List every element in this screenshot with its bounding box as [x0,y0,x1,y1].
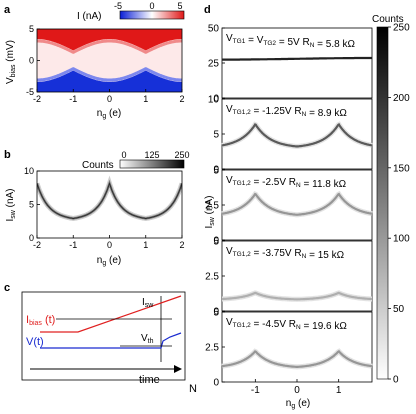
axis-a-xtick-label: -2 [33,94,41,104]
colorbar-a-tick: 5 [177,1,182,11]
n-label: N [189,383,197,395]
colorbar-b-label: Counts [82,160,114,171]
colorbar-b-tick: 0 [121,150,126,160]
axis-d-ytick-label: 0 [213,94,219,105]
subpanel-annotation: VTG1,2 = -1.25V RN = 8.9 kΩ [226,104,347,119]
axis-a-xtick-label: 0 [107,94,112,104]
axis-d-ytick-label: 5 [213,130,219,141]
axis-d-ytick-label: 0 [213,236,219,247]
axis-b-xtick-label: -1 [69,240,77,250]
subpanel-annotation: VTG1,2 = -2.5V RN = 11.8 kΩ [226,175,347,190]
axes-a: -2 -1 0 1 2 5 0 -5 [26,24,185,104]
colorbar-d [376,26,389,380]
panel-label-a: a [4,4,11,16]
axis-b-xtick-label: 1 [143,240,148,250]
ibias-trace [40,295,182,333]
colorbar-a-label: I (nA) [77,11,101,22]
axis-b-xtick-label: 0 [107,240,112,250]
heatmap-a-positive-region [37,29,182,51]
colorbar-a-tick: -5 [114,1,122,11]
panels-d: VTG1 = VTG2 = 5V RN = 5.8 kΩ VTG1,2 = -1.… [221,27,373,383]
axis-d-xtick-label: 0 [294,385,300,396]
subpanel-trace [221,350,373,368]
axis-d-ytick-label: 0 [213,378,219,389]
axis-d-ytick-label: 25 [208,59,220,70]
ylabel-b: Isw (nA) [5,188,17,221]
subpanel-trace [221,192,373,216]
axes-b: -2 -1 0 1 2 10 5 0 [24,166,185,250]
colorbar-d-ticks: 250 200 150 100 50 0 [388,23,410,386]
histogram-b-core [37,181,182,219]
axis-d-ytick-label: 2.5 [205,343,219,354]
heatmap-b [37,175,182,222]
colorbar-d-tick-label: 150 [393,163,410,174]
axis-d-ytick-label: 5 [213,166,219,177]
schematic-frame [21,291,186,381]
subpanel-annotation: VTG1 = VTG2 = 5V RN = 5.8 kΩ [226,33,355,50]
colorbar-b-tick: 250 [174,150,189,160]
time-axis-label: time [139,374,160,386]
axis-d-ytick-label: 0 [213,165,219,176]
ylabel-d: Isw (nA) [204,195,216,228]
axis-a-xtick-label: 2 [179,94,184,104]
axis-a-xtick-label: 1 [143,94,148,104]
colorbar-d-label: Counts [372,14,404,25]
colorbar-b-tick: 125 [144,150,159,160]
vth-label: Vth [141,333,154,345]
axis-a-ytick-label: 0 [29,56,34,66]
voltage-trace [40,332,182,349]
axis-d-ytick-label: 0 [213,307,219,318]
colorbar-a [119,10,185,20]
subpanel-annotation: VTG1,2 = -3.75V RN = 15 kΩ [226,246,345,261]
colorbar-d-tick-label: 100 [393,234,410,245]
colorbar-a-tick: 0 [149,1,154,11]
isw-label: Isw [142,297,154,309]
panel-label-b: b [4,149,11,161]
axis-b-ytick-label: 5 [29,200,34,210]
heatmap-a-upper-edge [37,39,182,54]
xlabel-d: ng (e) [286,398,310,410]
panel-label-c: c [4,282,10,294]
subpanel-annotation: VTG1,2 = -4.5V RN = 19.6 kΩ [226,317,347,332]
axis-a-ytick-label: -5 [26,87,34,97]
axis-d-ytick-label: 5 [213,308,219,319]
heatmap-a-negative-region [37,70,182,92]
subpanel-trace [221,123,373,148]
heatmap-a [37,29,182,92]
axis-b-xtick-label: -2 [33,240,41,250]
ibias-label: Ibias (t) [26,314,55,327]
ylabel-a: Vbias (mV) [5,40,17,84]
colorbar-b-ticks: 0 125 250 [121,150,189,160]
axis-d-xtick-label: -1 [251,385,260,396]
colorbar-d-tick-label: 200 [393,93,410,104]
subpanel-trace [222,56,372,61]
axis-d-ytick-label: 50 [208,24,220,35]
axis-d-ytick-label: 5 [213,237,219,248]
axis-b-ytick-label: 0 [29,233,34,243]
subpanel-trace [222,291,372,301]
axis-d-xtick-label: 1 [336,385,342,396]
xlabel-b: ng (e) [97,255,121,267]
axis-d-ytick-label: 2.5 [205,272,219,283]
axis-d-ytick-label: 10 [208,95,220,106]
colorbar-b [119,159,185,169]
xlabel-a: ng (e) [97,108,121,120]
axis-b-ytick-label: 10 [24,166,34,176]
axis-b-xtick-label: 2 [179,240,184,250]
colorbar-a-ticks: -5 0 5 [114,1,183,11]
voltage-label: V(t) [26,336,44,348]
panel-label-d: d [204,4,211,16]
axis-d-ytick-label: 2.5 [205,201,219,212]
heatmap-a-lower-edge [37,67,182,82]
colorbar-d-tick-label: 250 [393,23,410,34]
axis-a-xtick-label: -1 [69,94,77,104]
subpanel-frame [221,27,373,99]
time-arrowhead [174,365,182,373]
colorbar-d-tick-label: 50 [393,304,405,315]
colorbar-d-tick-label: 0 [393,375,399,386]
axis-a-ytick-label: 5 [29,24,34,34]
